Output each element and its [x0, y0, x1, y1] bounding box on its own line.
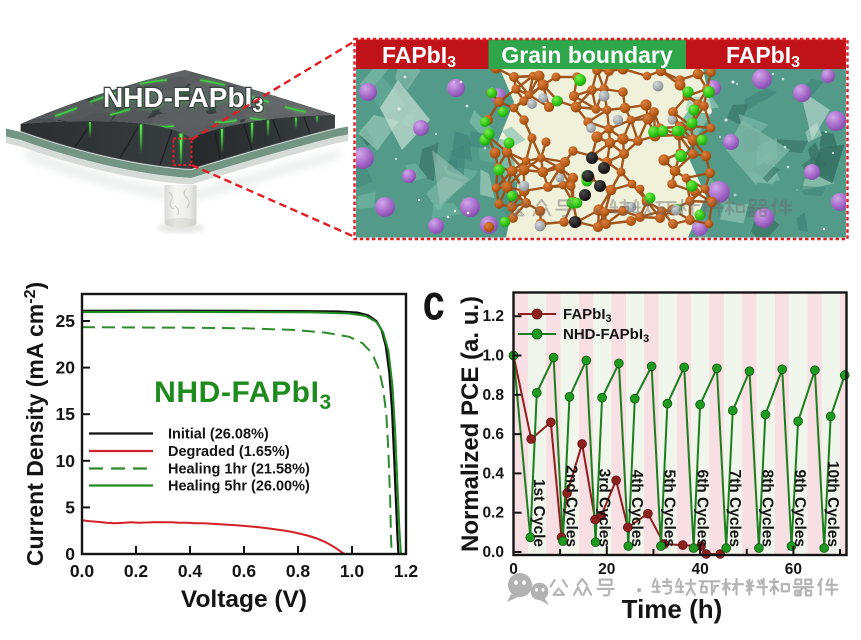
svg-text:Initial (26.08%): Initial (26.08%) [168, 427, 269, 443]
svg-text:0.8: 0.8 [482, 387, 504, 404]
svg-text:0: 0 [65, 544, 75, 564]
svg-text:NHD-FAPbI3: NHD-FAPbI3 [154, 376, 332, 414]
svg-text:5: 5 [65, 497, 75, 517]
svg-text:8th Cycles: 8th Cycles [759, 469, 776, 547]
svg-text:1.0: 1.0 [340, 561, 365, 581]
svg-text:0.0: 0.0 [482, 544, 504, 561]
svg-text:25: 25 [56, 311, 76, 331]
svg-text:60: 60 [785, 561, 802, 578]
svg-text:20: 20 [598, 561, 615, 578]
svg-text:NHD-FAPbI3: NHD-FAPbI3 [563, 326, 649, 345]
svg-text:1.2: 1.2 [482, 308, 504, 325]
svg-text:Normalized PCE (a. u.): Normalized PCE (a. u.) [457, 296, 484, 552]
svg-text:4th Cycles: 4th Cycles [628, 469, 645, 547]
svg-text:5th Cycles: 5th Cycles [661, 469, 678, 547]
svg-text:FAPbI3: FAPbI3 [563, 306, 612, 325]
svg-text:9th Cycles: 9th Cycles [791, 469, 808, 547]
svg-text:3rd Cycles: 3rd Cycles [595, 469, 612, 547]
svg-text:10th Cycles: 10th Cycles [824, 461, 841, 547]
svg-text:Current Density (mA cm-2): Current Density (mA cm-2) [22, 282, 48, 566]
svg-text:Degraded (1.65%): Degraded (1.65%) [168, 444, 290, 460]
svg-text:7th Cycles: 7th Cycles [726, 469, 743, 547]
svg-text:0.4: 0.4 [178, 561, 203, 581]
svg-text:NHD-FAPbI3: NHD-FAPbI3 [103, 82, 263, 117]
svg-text:1st Cycle: 1st Cycle [530, 479, 547, 547]
svg-text:FAPbI3: FAPbI3 [726, 42, 800, 71]
svg-text:Healing 1hr (21.58%): Healing 1hr (21.58%) [168, 462, 310, 478]
svg-text:0.2: 0.2 [124, 561, 149, 581]
svg-text:Healing 5hr (26.00%): Healing 5hr (26.00%) [168, 479, 310, 495]
svg-text:Time (h): Time (h) [622, 594, 723, 624]
svg-text:FAPbI3: FAPbI3 [382, 42, 456, 71]
svg-text:1.2: 1.2 [394, 561, 419, 581]
svg-text:40: 40 [691, 561, 708, 578]
svg-text:10: 10 [56, 451, 76, 471]
svg-text:6th Cycles: 6th Cycles [693, 469, 710, 547]
svg-text:NHD-FAPbI3: NHD-FAPbI3 [104, 84, 264, 119]
svg-text:0.0: 0.0 [70, 561, 95, 581]
svg-text:0.4: 0.4 [482, 465, 504, 482]
svg-text:0: 0 [509, 561, 518, 578]
svg-text:2nd Cycles: 2nd Cycles [563, 465, 580, 547]
svg-text:1.0: 1.0 [482, 348, 504, 365]
svg-text:15: 15 [56, 404, 76, 424]
svg-text:0.8: 0.8 [286, 561, 311, 581]
svg-text:0.6: 0.6 [232, 561, 257, 581]
svg-text:0.2: 0.2 [482, 505, 504, 522]
svg-text:Grain boundary: Grain boundary [501, 42, 672, 68]
svg-text:c: c [423, 274, 445, 331]
svg-text:0.6: 0.6 [482, 426, 504, 443]
svg-text:Voltage (V): Voltage (V) [181, 586, 307, 613]
svg-text:20: 20 [56, 358, 76, 378]
